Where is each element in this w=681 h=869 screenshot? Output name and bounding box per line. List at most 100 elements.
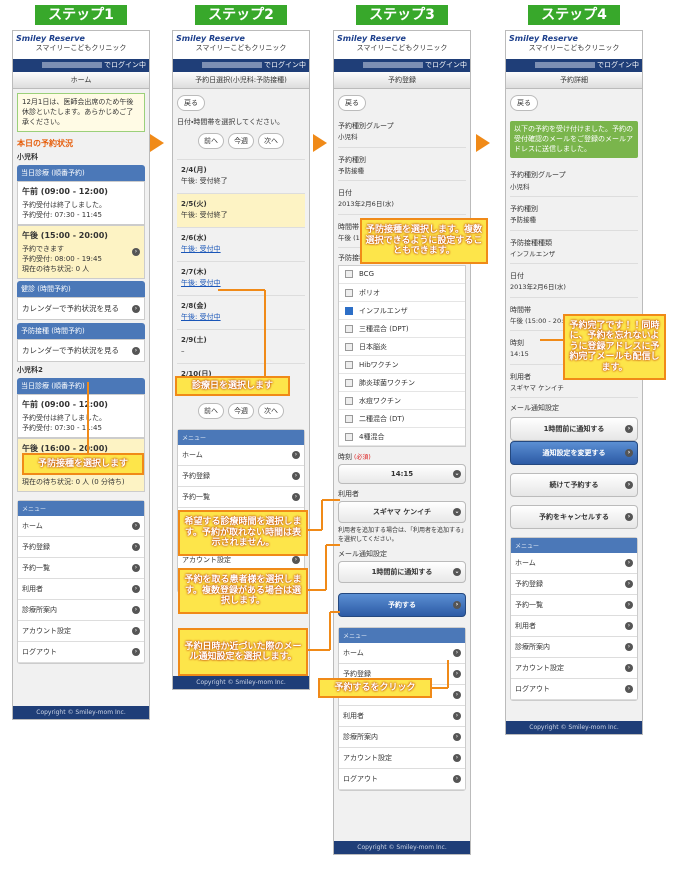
menu-item[interactable]: ホーム › [511, 553, 637, 575]
button[interactable]: 1時間前に通知する › [510, 417, 638, 442]
checkbox-item[interactable]: 二種混合 (DT) [339, 410, 465, 429]
select-box[interactable]: 1時間前に通知する ⌄ [338, 561, 466, 584]
menu-item[interactable]: ホーム › [339, 643, 465, 665]
app-header: Smiley Reserve スマイリーこどもクリニック [173, 31, 309, 59]
menu-item[interactable]: 利用者› [339, 706, 465, 728]
checkbox[interactable] [345, 415, 353, 424]
checkbox-item[interactable]: 4種混合 [339, 428, 465, 447]
menu-item[interactable]: ログアウト› [511, 679, 637, 701]
link-row[interactable]: カレンダーで予約状況を見る › [17, 339, 145, 363]
checkbox[interactable] [345, 397, 353, 406]
menu-item[interactable]: アカウント設定 › [339, 748, 465, 770]
form-label: メール通知設定 [338, 549, 466, 559]
menu-item[interactable]: 利用者› [511, 616, 637, 638]
select-box[interactable]: スギヤマ ケンイチ ⌄ [338, 501, 466, 524]
chevron-icon: ⌄ [453, 470, 461, 479]
content: 戻る 以下の予約を受け付けました。予約の受付確認のメールをご登録のメールアドレスに… [506, 89, 642, 721]
checkbox[interactable] [345, 270, 353, 279]
back-button[interactable]: 戻る [177, 95, 205, 111]
checkbox-label: インフルエンザ [359, 307, 408, 316]
slot-line: 予約受付は終了しました。 [22, 200, 106, 209]
time-slot[interactable]: 午後 (15:00 - 20:00) 予約できます 予約受付: 08:00 - 19… [17, 225, 145, 280]
clinic-name: スマイリーこどもクリニック [35, 44, 127, 52]
button[interactable]: 予約をキャンセルする › [510, 505, 638, 530]
heading: 本日の予約状況 [17, 139, 73, 149]
field-label: 時間帯 [510, 305, 531, 314]
back-button[interactable]: 戻る [338, 95, 366, 111]
field-label: 予約種別グループ [510, 171, 566, 180]
date: 2/5(火) [181, 200, 207, 208]
menu-item[interactable]: ホーム › [178, 445, 304, 466]
menu-item[interactable]: 診療所案内› [511, 637, 637, 659]
button[interactable]: 通知設定を変更する › [510, 441, 638, 466]
checkbox[interactable] [345, 325, 353, 334]
field-value: 予防接種 [338, 166, 364, 175]
day-status[interactable]: 午後: 受付中 [181, 245, 221, 254]
field: 予約種別グループ 小児科 [510, 166, 638, 197]
footer: Copyright © Smiley-mom Inc. [334, 841, 470, 854]
chevron-icon: › [625, 685, 633, 694]
checkbox-item[interactable]: ポリオ [339, 284, 465, 303]
step-label: ステップ3 [356, 5, 448, 25]
menu-item[interactable]: 予約登録 › [511, 574, 637, 596]
back-button[interactable]: 戻る [510, 95, 538, 111]
checkbox-item[interactable]: 水痘ワクチン [339, 392, 465, 411]
button[interactable]: 予約する › [338, 593, 466, 618]
time-slot: 午前 (09:00 - 12:00) 予約受付は終了しました。 予約受付: 07:3… [17, 181, 145, 226]
date: 2/7(木) [181, 268, 207, 276]
menu-item[interactable]: 予約一覧› [18, 558, 144, 580]
select-box[interactable]: 14:15 ⌄ [338, 464, 466, 485]
checkbox[interactable] [345, 307, 353, 316]
menu-item[interactable]: 利用者› [18, 579, 144, 601]
checkbox[interactable] [345, 433, 353, 442]
field-label: 時刻 [510, 339, 524, 348]
menu-item[interactable]: 予約一覧› [178, 487, 304, 508]
menu-item[interactable]: 診療所案内› [18, 600, 144, 622]
nav-button[interactable]: 今週 [228, 403, 254, 419]
checkbox-item[interactable]: インフルエンザ [339, 302, 465, 321]
day-row: 2/6(水) 午後: 受付中 [177, 227, 305, 261]
nav-button[interactable]: 次へ [258, 403, 284, 419]
checkbox-item[interactable]: 三種混合 (DPT) [339, 320, 465, 339]
login-bar: でログイン中 [506, 59, 642, 72]
nav-button[interactable]: 次へ [258, 133, 284, 149]
checkbox-item[interactable]: Hibワクチン [339, 356, 465, 375]
nav-button[interactable]: 前へ [198, 403, 224, 419]
notice: 12月1日は、医師会出席のため午後休診といたします。あらかじめご了承ください。 [17, 93, 145, 133]
checkbox[interactable] [345, 343, 353, 352]
checkbox[interactable] [345, 379, 353, 388]
checkbox-item[interactable]: BCG [339, 266, 465, 285]
day-status[interactable]: 午後: 受付中 [181, 313, 221, 322]
chevron-icon: › [625, 559, 633, 568]
menu-item[interactable]: アカウント設定 › [511, 658, 637, 680]
nav-button[interactable]: 前へ [198, 133, 224, 149]
help-text: 利用者を追加する場合は、「利用者を追加する」を選択してください。 [338, 527, 465, 543]
checkbox-item[interactable]: 日本脳炎 [339, 338, 465, 357]
callout: 希望する診療時間を選択します。予約が取れない時間は表示されません。 [178, 510, 308, 556]
link-row[interactable]: カレンダーで予約状況を見る › [17, 297, 145, 321]
checkbox[interactable] [345, 289, 353, 298]
menu-item[interactable]: 診療所案内› [339, 727, 465, 749]
menu-item[interactable]: 予約一覧› [511, 595, 637, 617]
chevron-icon: › [625, 425, 633, 434]
menu-item[interactable]: 予約登録 › [178, 466, 304, 487]
required-mark: (必須) [354, 454, 371, 462]
menu-item[interactable]: 予約登録 › [18, 537, 144, 559]
chevron-icon: › [625, 601, 633, 610]
app-header: Smiley Reserve スマイリーこどもクリニック [334, 31, 470, 59]
day-status[interactable]: 午後: 受付中 [181, 279, 221, 288]
button[interactable]: 続けて予約する › [510, 473, 638, 498]
checkbox-label: ポリオ [359, 289, 380, 298]
checkbox-item[interactable]: 肺炎球菌ワクチン [339, 374, 465, 393]
menu-item[interactable]: ホーム › [18, 516, 144, 538]
day-row: 2/9(土) – [177, 329, 305, 363]
menu-item[interactable]: アカウント設定 › [18, 621, 144, 643]
masked-email [42, 62, 102, 68]
nav-button[interactable]: 今週 [228, 133, 254, 149]
footer: Copyright © Smiley-mom Inc. [173, 676, 309, 689]
menu-item[interactable]: ログアウト› [18, 642, 144, 664]
menu-item[interactable]: ログアウト› [339, 769, 465, 791]
checkbox[interactable] [345, 361, 353, 370]
